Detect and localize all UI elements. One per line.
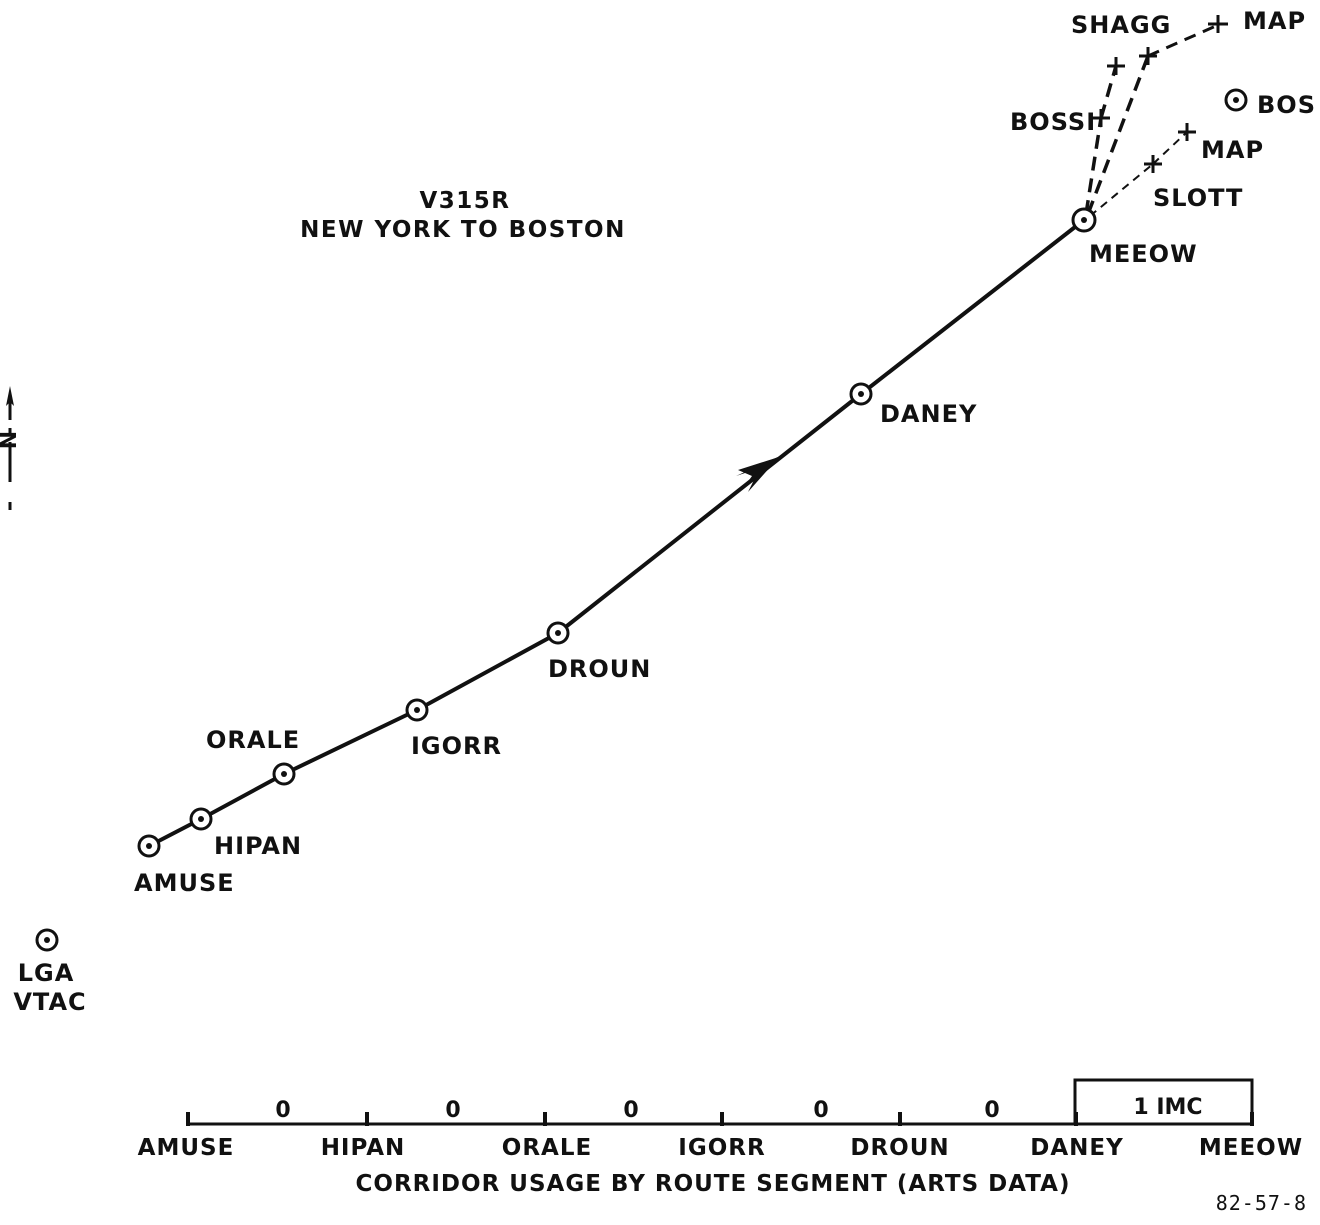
segment-count: 0 xyxy=(984,1098,999,1123)
branch-shagg xyxy=(1086,55,1150,215)
figure-id: 82-57-8 xyxy=(1216,1191,1307,1215)
waypoint-hipan-icon xyxy=(189,807,213,831)
waypoint-amuse-icon xyxy=(137,834,161,858)
north-arrow: N xyxy=(0,386,22,512)
waypoint-symbols xyxy=(35,88,1248,952)
corridor-tick-label: AMUSE xyxy=(138,1135,235,1161)
fix-label-map-east: MAP xyxy=(1201,136,1264,164)
route-subtitle: NEW YORK TO BOSTON xyxy=(300,217,626,243)
fix-label-slott: SLOTT xyxy=(1153,184,1243,212)
fix-label-map-north: MAP xyxy=(1243,7,1306,35)
north-letter: N xyxy=(0,431,22,449)
waypoint-label-amuse: AMUSE xyxy=(134,869,235,897)
corridor-tick-label: HIPAN xyxy=(321,1135,406,1161)
branch-bossi xyxy=(1084,117,1103,215)
cross-shagg xyxy=(1139,47,1157,65)
fix-label-shagg: SHAGG xyxy=(1071,11,1171,39)
cross-map-north xyxy=(1208,15,1228,33)
branch-slott-map xyxy=(1152,131,1188,165)
segment-count: 0 xyxy=(623,1098,638,1123)
corridor-tick-label: DANEY xyxy=(1030,1135,1124,1161)
segment-count: 0 xyxy=(275,1098,290,1123)
corridor-tick-label: MEEOW xyxy=(1199,1135,1303,1161)
waypoint-label-droun: DROUN xyxy=(548,655,651,683)
fix-label-bossi: BOSSI xyxy=(1010,108,1096,136)
waypoint-droun-icon xyxy=(546,621,570,645)
segment-count-imc: 1 IMC xyxy=(1133,1095,1202,1120)
cross-bossi xyxy=(1092,109,1110,127)
route-title: V315R xyxy=(419,188,510,214)
waypoint-meeow-icon xyxy=(1071,207,1097,233)
waypoint-orale-icon xyxy=(272,762,296,786)
segment-count: 0 xyxy=(813,1098,828,1123)
cross-map-east xyxy=(1178,123,1196,141)
waypoint-label-meeow: MEEOW xyxy=(1089,240,1198,268)
branch-slott xyxy=(1089,163,1154,217)
waypoint-igorr-icon xyxy=(405,698,429,722)
corridor-caption: CORRIDOR USAGE BY ROUTE SEGMENT (ARTS DA… xyxy=(356,1171,1071,1197)
waypoint-label-hipan: HIPAN xyxy=(214,832,302,860)
segment-count: 0 xyxy=(445,1098,460,1123)
imc-highlight-box xyxy=(1073,1078,1254,1126)
north-arrow-head xyxy=(6,386,14,406)
cross-shagg-west xyxy=(1107,57,1125,75)
corridor-tick-label: DROUN xyxy=(850,1135,949,1161)
branch-bossi-shagg xyxy=(1099,65,1118,119)
direction-arrow-solid xyxy=(738,456,782,490)
waypoint-daney-icon xyxy=(849,382,873,406)
waypoint-label-igorr: IGORR xyxy=(411,732,502,760)
fix-crosses xyxy=(1092,15,1228,173)
vtac-label-line2: VTAC xyxy=(13,988,86,1016)
waypoint-label-daney: DANEY xyxy=(880,400,977,428)
vtac-icon xyxy=(35,928,59,952)
corridor-tick-label: IGORR xyxy=(678,1135,765,1161)
corridor-axis: 0 0 0 0 0 1 IMC AMUSE HIPAN ORALE IGORR … xyxy=(138,1078,1303,1197)
branch-shagg-map xyxy=(1147,23,1219,58)
vtac-label-line1: LGA xyxy=(18,959,75,987)
fix-label-bos: BOS xyxy=(1257,91,1316,119)
corridor-tick-label: ORALE xyxy=(502,1135,592,1161)
departure-branches xyxy=(1084,23,1219,217)
waypoint-label-orale: ORALE xyxy=(206,726,300,754)
bos-icon xyxy=(1224,88,1248,112)
cross-slott xyxy=(1144,155,1162,173)
